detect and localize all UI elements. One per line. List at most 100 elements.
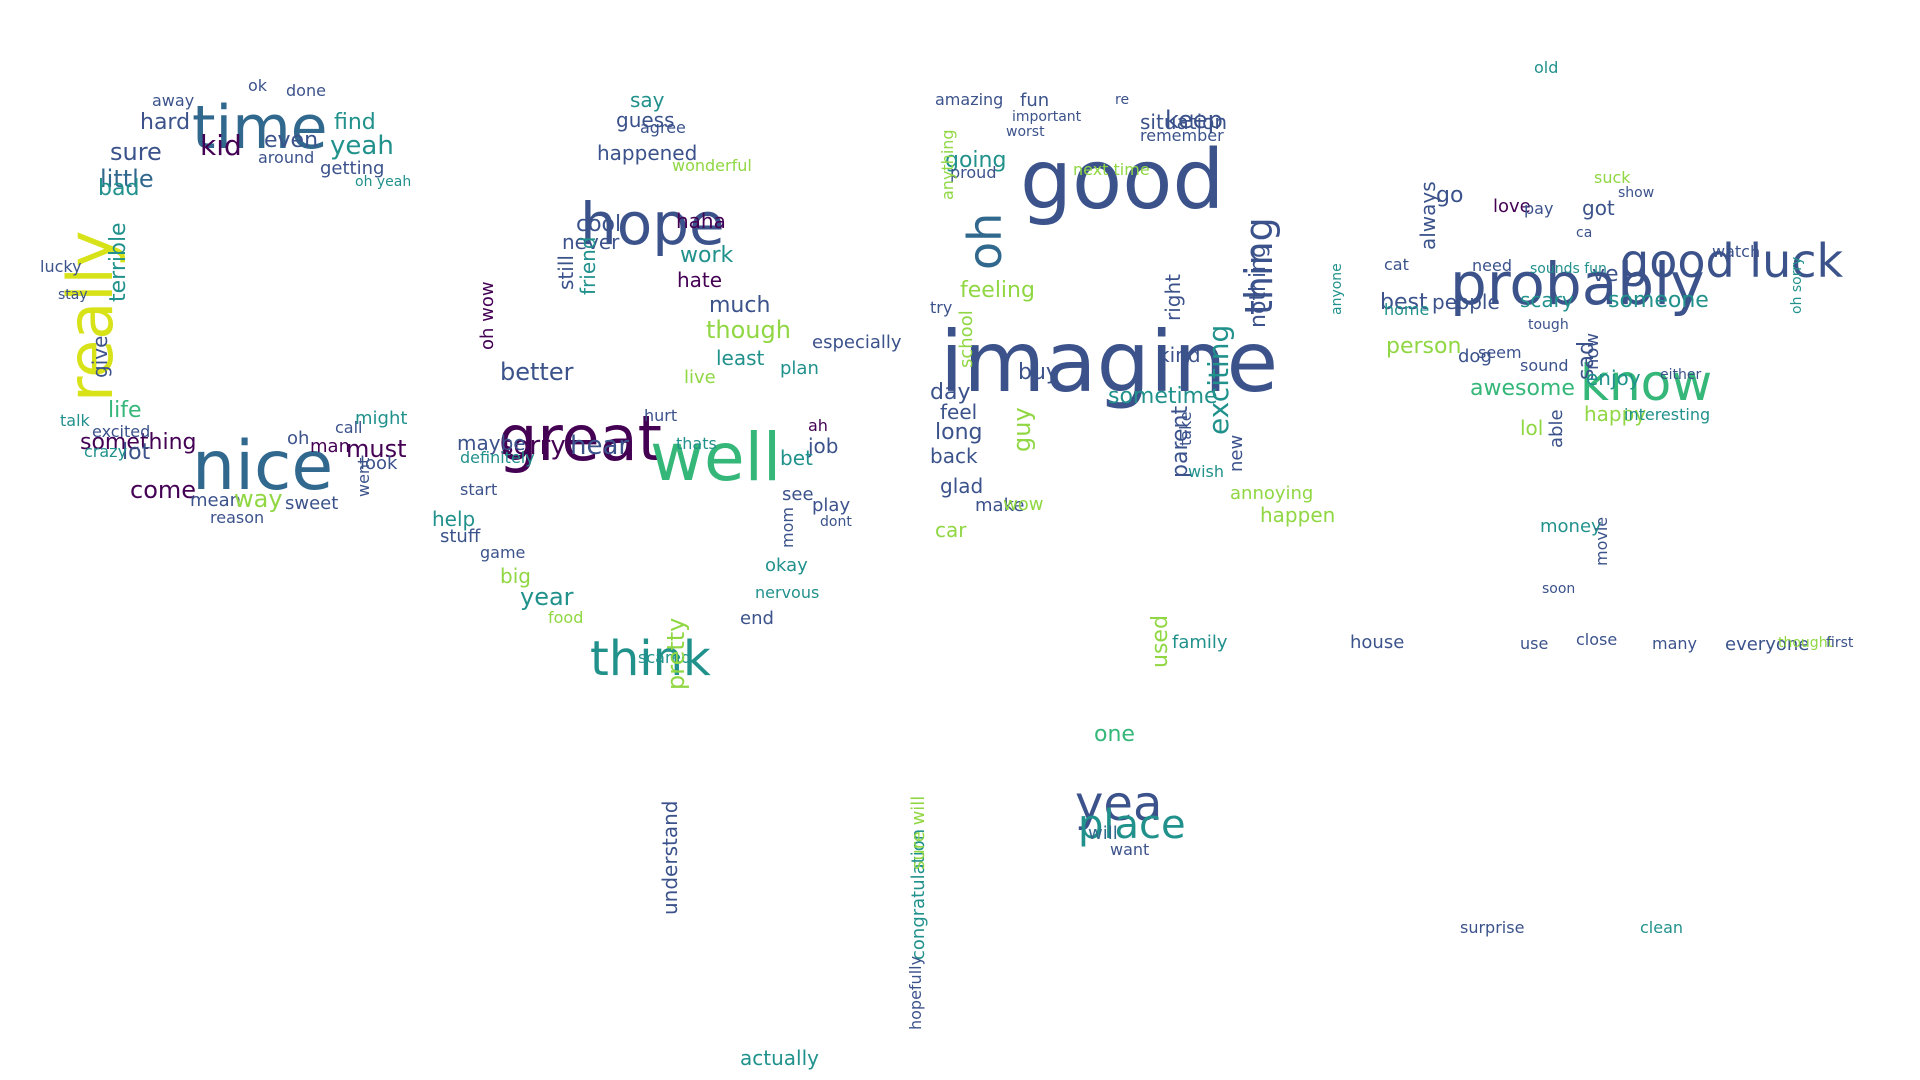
word: keep: [1165, 106, 1223, 134]
word: job: [808, 434, 839, 458]
word: pay: [1524, 199, 1554, 218]
word: one: [1094, 722, 1135, 747]
word: anything: [938, 129, 957, 200]
word: fun: [1020, 90, 1050, 111]
word: guy: [1008, 407, 1036, 452]
word: man: [310, 436, 350, 457]
word: dog: [1458, 346, 1492, 367]
word: live: [684, 367, 716, 388]
word: nothing: [1246, 244, 1271, 328]
word: especially: [812, 332, 902, 353]
word: see: [782, 484, 814, 505]
word: something: [80, 430, 197, 455]
word: going: [945, 148, 1007, 173]
word: much: [709, 293, 771, 318]
word: least: [716, 346, 765, 370]
word: must: [346, 435, 407, 463]
word: game: [480, 543, 526, 562]
word: well: [650, 419, 782, 496]
word: sounds fun: [1530, 261, 1607, 277]
word: dont: [820, 514, 852, 530]
word: say: [630, 88, 665, 112]
word: situation: [1140, 110, 1228, 134]
word: surprise: [1460, 918, 1525, 937]
word: mom: [778, 507, 797, 548]
word: either: [1660, 367, 1702, 383]
word: soon: [1542, 581, 1576, 597]
word: oh: [958, 212, 1012, 270]
word: best: [1380, 290, 1428, 315]
word: wish: [1188, 462, 1225, 481]
word: new: [1226, 434, 1247, 472]
word: know: [1580, 354, 1713, 412]
word: love: [1493, 196, 1531, 217]
word: better: [500, 358, 574, 386]
word: awesome: [1470, 376, 1575, 401]
word: play: [812, 495, 851, 516]
word: cat: [1384, 255, 1409, 274]
word: annoying: [1230, 483, 1314, 504]
word: day: [930, 380, 971, 405]
word: definitely: [460, 448, 535, 467]
word: sweet: [285, 493, 339, 514]
word: never: [562, 230, 620, 254]
word: food: [548, 608, 584, 627]
word: tough: [1528, 317, 1569, 333]
word: bad: [98, 176, 140, 201]
word: happened: [597, 141, 698, 165]
word: go: [1436, 183, 1464, 208]
word: long: [935, 420, 983, 445]
word: car: [935, 518, 967, 542]
word: might: [355, 408, 408, 429]
word: away: [152, 91, 195, 110]
word: oh wow: [477, 281, 498, 350]
word: little: [100, 165, 154, 193]
word: anyone: [1329, 263, 1345, 315]
word: hope: [580, 190, 725, 258]
word: oh sorry: [1789, 256, 1805, 314]
word: everyone: [1725, 634, 1810, 655]
word: thats: [676, 434, 717, 453]
word: lucky: [40, 257, 82, 276]
word: bet: [780, 446, 813, 470]
word: scared: [638, 648, 692, 667]
word: want: [1110, 840, 1150, 859]
word: home: [1384, 300, 1430, 319]
word: ok: [248, 76, 268, 95]
word: feel: [940, 400, 978, 424]
word: haha: [676, 209, 726, 233]
word: agree: [640, 118, 686, 137]
word: time: [192, 93, 328, 163]
word: reason: [210, 508, 265, 527]
word: show: [1618, 185, 1655, 201]
word: around: [258, 148, 315, 167]
word: understand: [658, 800, 682, 915]
word: hate: [677, 268, 723, 292]
word: money: [1540, 516, 1602, 537]
word: stay: [58, 287, 88, 303]
word: worst: [1006, 124, 1045, 140]
word: back: [930, 444, 978, 468]
word: close: [1576, 630, 1618, 649]
word: always: [1416, 181, 1440, 250]
word: buy: [1018, 360, 1059, 385]
word: imagine: [940, 313, 1279, 411]
word: work: [680, 243, 734, 268]
word: look: [360, 453, 398, 474]
word: place: [1078, 802, 1186, 848]
word: important: [1012, 109, 1082, 125]
word: even: [264, 128, 319, 153]
word: happy: [1584, 402, 1647, 426]
word: okay: [765, 555, 808, 576]
word: great: [498, 402, 662, 475]
word: good: [1020, 133, 1225, 228]
word: suck: [1594, 168, 1631, 187]
word: pretty: [662, 617, 690, 690]
word: sure: [110, 138, 162, 166]
word: next time: [1073, 160, 1150, 179]
word: end: [740, 608, 774, 629]
word: cool: [576, 212, 622, 237]
word: come: [130, 476, 197, 504]
word: house: [1350, 632, 1405, 653]
word: oh: [287, 428, 310, 449]
